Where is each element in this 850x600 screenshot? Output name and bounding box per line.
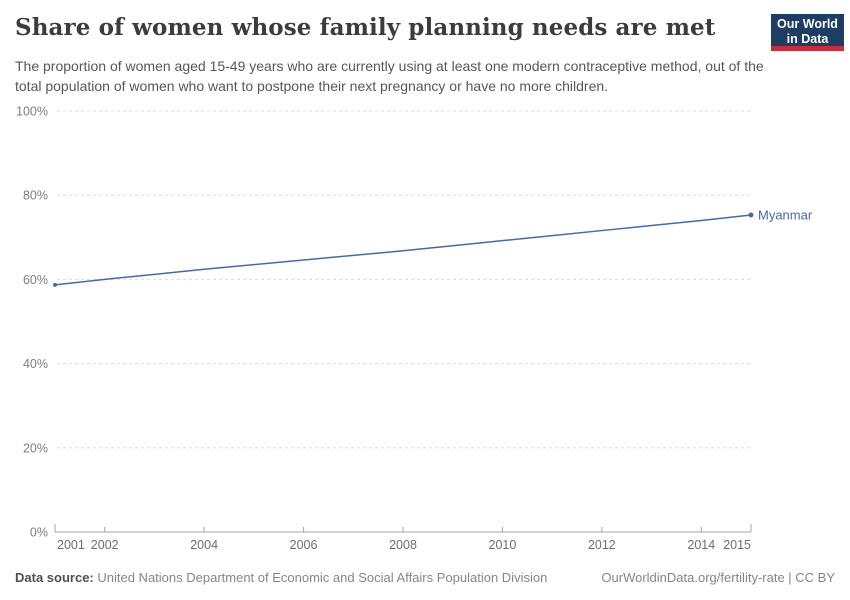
data-source: Data source: United Nations Department o… [15, 570, 547, 585]
y-tick-label-20: 20% [23, 441, 48, 455]
x-tick-label-2001: 2001 [57, 538, 85, 552]
chart-title: Share of women whose family planning nee… [15, 14, 716, 41]
series-start-marker [53, 282, 57, 287]
series-myanmar[interactable]: Myanmar [53, 207, 813, 287]
x-tick-label-2014: 2014 [687, 538, 715, 552]
x-tick-label-2012: 2012 [588, 538, 616, 552]
x-tick-label-2002: 2002 [91, 538, 119, 552]
owid-logo-line1: Our World [777, 17, 838, 31]
x-tick-label-2006: 2006 [290, 538, 318, 552]
y-tick-label-40: 40% [23, 357, 48, 371]
chart-subtitle: The proportion of women aged 15-49 years… [15, 58, 764, 94]
x-tick-label-2015: 2015 [723, 538, 751, 552]
series-label[interactable]: Myanmar [758, 207, 813, 222]
y-tick-label-100: 100% [16, 105, 48, 119]
credit-link[interactable]: OurWorldinData.org/fertility-rate | CC B… [601, 570, 835, 585]
data-source-text: United Nations Department of Economic an… [93, 570, 548, 585]
x-tick-label-2008: 2008 [389, 538, 417, 552]
y-tick-label-80: 80% [23, 189, 48, 203]
chart-footer: Data source: United Nations Department o… [15, 570, 835, 585]
x-tick-label-2004: 2004 [190, 538, 218, 552]
y-tick-label-60: 60% [23, 273, 48, 287]
owid-logo[interactable]: Our World in Data [771, 14, 844, 51]
owid-logo-line2: in Data [786, 32, 829, 46]
y-tick-label-0: 0% [30, 526, 48, 540]
series-end-marker [748, 212, 754, 218]
data-source-label: Data source: [15, 570, 94, 585]
x-tick-label-2010: 2010 [489, 538, 517, 552]
series-line[interactable] [54, 214, 752, 286]
